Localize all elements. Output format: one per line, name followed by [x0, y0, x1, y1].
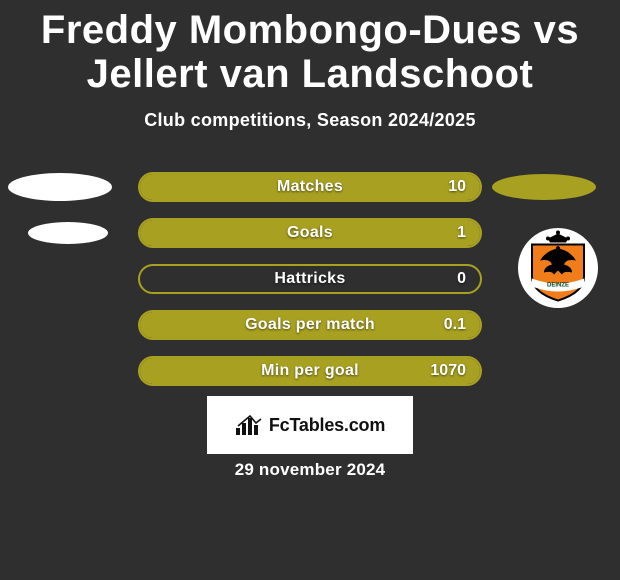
stat-label: Hattricks: [140, 266, 480, 292]
brand-text: FcTables.com: [269, 415, 385, 436]
brand-card[interactable]: FcTables.com: [207, 396, 413, 454]
club-crest: DEINZE: [518, 228, 598, 308]
stat-label: Min per goal: [140, 358, 480, 384]
stat-row: Matches10: [0, 172, 620, 202]
left-series-ellipse: [28, 222, 108, 244]
stat-label: Goals per match: [140, 312, 480, 338]
left-series-ellipse: [8, 173, 112, 201]
crest-svg: DEINZE: [526, 231, 590, 303]
date-text: 29 november 2024: [0, 460, 620, 480]
stat-pill: Goals per match0.1: [138, 310, 482, 340]
stat-row: Min per goal1070: [0, 356, 620, 386]
stat-value: 0.1: [444, 312, 466, 338]
stat-value: 10: [448, 174, 466, 200]
subtitle: Club competitions, Season 2024/2025: [0, 110, 620, 131]
stat-row: Goals per match0.1: [0, 310, 620, 340]
page: Freddy Mombongo-Dues vs Jellert van Land…: [0, 0, 620, 580]
stat-label: Matches: [140, 174, 480, 200]
crest-band-text: DEINZE: [547, 283, 569, 289]
stat-value: 1: [457, 220, 466, 246]
stat-pill: Min per goal1070: [138, 356, 482, 386]
stat-pill: Goals1: [138, 218, 482, 248]
page-title: Freddy Mombongo-Dues vs Jellert van Land…: [0, 0, 620, 96]
stat-pill: Hattricks0: [138, 264, 482, 294]
right-series-ellipse: [492, 174, 596, 200]
stat-pill: Matches10: [138, 172, 482, 202]
stat-label: Goals: [140, 220, 480, 246]
stat-value: 1070: [430, 358, 466, 384]
bars-icon: [235, 414, 263, 436]
stat-value: 0: [457, 266, 466, 292]
crown-icon: [546, 231, 570, 243]
